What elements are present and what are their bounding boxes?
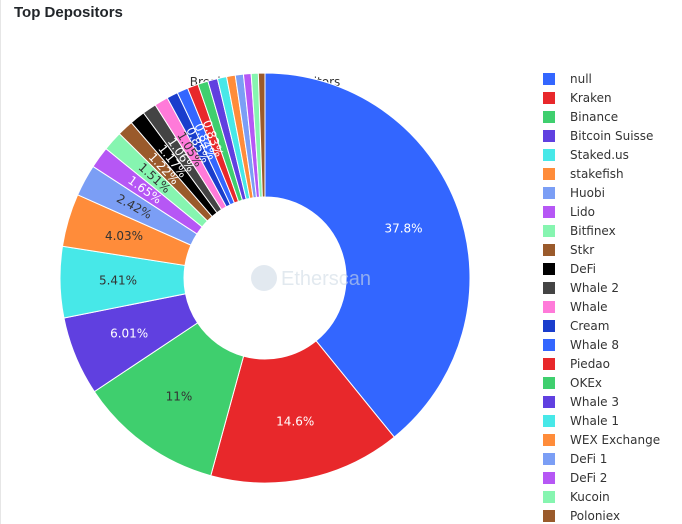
legend-item[interactable]: DeFi 1	[543, 452, 607, 466]
legend-label: Whale 1	[570, 414, 619, 428]
legend-label: Lido	[570, 205, 595, 219]
slice-poloniex[interactable]	[257, 72, 266, 198]
legend-swatch	[543, 92, 555, 104]
legend-swatch	[543, 187, 555, 199]
slice-value-label: 14.6%	[276, 414, 314, 428]
legend-label: stakefish	[570, 167, 624, 181]
legend-swatch	[543, 130, 555, 142]
legend-label: OKEx	[570, 376, 602, 390]
legend-item[interactable]: OKEx	[543, 376, 602, 390]
legend-item[interactable]: Cream	[543, 319, 609, 333]
legend-swatch	[543, 396, 555, 408]
legend-label: Kucoin	[570, 490, 610, 504]
legend-item[interactable]: Poloniex	[543, 509, 620, 523]
legend-label: Huobi	[570, 186, 605, 200]
legend-item[interactable]: Bitcoin Suisse	[543, 129, 653, 143]
legend-item[interactable]: Lido	[543, 205, 595, 219]
legend-label: Whale 8	[570, 338, 619, 352]
slice-value-label: 11%	[166, 390, 193, 404]
legend-label: Whale 2	[570, 281, 619, 295]
etherscan-logo-icon	[251, 265, 277, 291]
legend-swatch	[543, 415, 555, 427]
legend-item[interactable]: Whale 3	[543, 395, 619, 409]
legend-label: Bitcoin Suisse	[570, 129, 653, 143]
slice-labels: 37.8%14.6%11%6.01%5.41%4.03%2.42%1.65%1.…	[99, 118, 423, 428]
legend-swatch	[543, 434, 555, 446]
legend-label: Kraken	[570, 91, 612, 105]
legend-item[interactable]: Whale 2	[543, 281, 619, 295]
legend-swatch	[543, 377, 555, 389]
slice-value-label: 4.03%	[105, 229, 143, 243]
legend-swatch	[543, 244, 555, 256]
slice-binance[interactable]	[93, 322, 245, 477]
legend-item[interactable]: DeFi 2	[543, 471, 607, 485]
legend-item[interactable]: stakefish	[543, 167, 624, 181]
legend-swatch	[543, 111, 555, 123]
legend-swatch	[543, 453, 555, 465]
legend-item[interactable]: Kraken	[543, 91, 612, 105]
legend-label: DeFi	[570, 262, 596, 276]
legend-swatch	[543, 206, 555, 218]
legend-label: null	[570, 72, 592, 86]
legend-item[interactable]: WEX Exchange	[543, 433, 660, 447]
slice-value-label: 37.8%	[384, 221, 422, 235]
legend-item[interactable]: Stkr	[543, 243, 594, 257]
legend-label: Piedao	[570, 357, 610, 371]
legend-swatch	[543, 472, 555, 484]
legend-label: Poloniex	[570, 509, 620, 523]
legend[interactable]: null Kraken Binance Bitcoin Suisse Staked.us…	[543, 72, 660, 523]
slice-kraken[interactable]	[210, 340, 395, 484]
watermark-text: Etherscan	[281, 268, 371, 290]
legend-item[interactable]: Whale	[543, 300, 608, 314]
legend-item[interactable]: Whale 8	[543, 338, 619, 352]
legend-item[interactable]: DeFi	[543, 262, 596, 276]
legend-swatch	[543, 510, 555, 522]
legend-swatch	[543, 358, 555, 370]
legend-item[interactable]: Whale 1	[543, 414, 619, 428]
slice-value-label: 5.41%	[99, 273, 137, 287]
legend-swatch	[543, 149, 555, 161]
legend-item[interactable]: null	[543, 72, 592, 86]
page-title: Top Depositors	[14, 4, 123, 21]
legend-item[interactable]: Piedao	[543, 357, 610, 371]
etherscan-watermark: Etherscan	[251, 265, 371, 291]
legend-label: DeFi 2	[570, 471, 607, 485]
legend-swatch	[543, 263, 555, 275]
legend-label: Whale	[570, 300, 608, 314]
legend-label: WEX Exchange	[570, 433, 660, 447]
legend-swatch	[543, 339, 555, 351]
slice-value-label: 6.01%	[110, 327, 148, 341]
legend-label: Bitfinex	[570, 224, 616, 238]
legend-item[interactable]: Binance	[543, 110, 618, 124]
legend-item[interactable]: Staked.us	[543, 148, 629, 162]
legend-item[interactable]: Bitfinex	[543, 224, 616, 238]
legend-swatch	[543, 225, 555, 237]
pie-slices	[59, 72, 471, 484]
legend-item[interactable]: Kucoin	[543, 490, 610, 504]
legend-swatch	[543, 73, 555, 85]
legend-label: Staked.us	[570, 148, 629, 162]
legend-label: Whale 3	[570, 395, 619, 409]
legend-swatch	[543, 491, 555, 503]
legend-swatch	[543, 301, 555, 313]
legend-swatch	[543, 282, 555, 294]
legend-label: Cream	[570, 319, 609, 333]
slice-null[interactable]	[264, 72, 471, 438]
legend-label: DeFi 1	[570, 452, 607, 466]
legend-label: Stkr	[570, 243, 594, 257]
legend-label: Binance	[570, 110, 618, 124]
legend-swatch	[543, 320, 555, 332]
legend-item[interactable]: Huobi	[543, 186, 605, 200]
legend-swatch	[543, 168, 555, 180]
